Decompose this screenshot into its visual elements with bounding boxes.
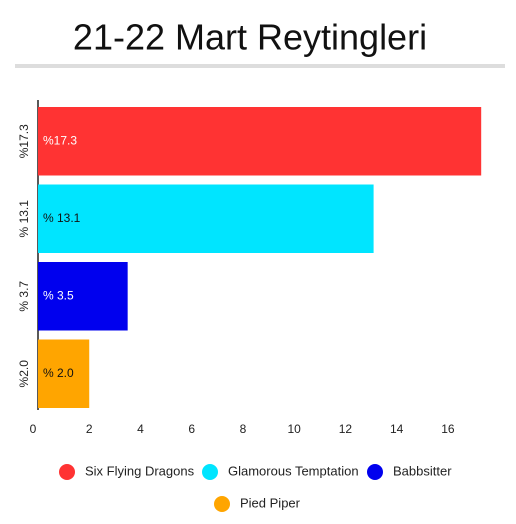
x-tick-label: 14: [390, 422, 404, 436]
bar-value-label: %17.3: [43, 133, 77, 147]
x-tick-label: 4: [137, 422, 144, 436]
x-tick-label: 2: [86, 422, 93, 436]
y-category-label: %2.0: [17, 360, 31, 388]
legend-swatch: [202, 464, 218, 480]
x-tick-label: 16: [441, 422, 455, 436]
bar: [38, 339, 90, 408]
bar-value-label: % 2.0: [43, 366, 74, 380]
legend-label: Six Flying Dragons: [85, 463, 195, 478]
legend-label: Glamorous Temptation: [228, 463, 359, 478]
x-tick-label: 10: [288, 422, 302, 436]
x-tick-label: 6: [188, 422, 195, 436]
bar: [38, 184, 374, 253]
bar: [38, 107, 482, 176]
chart-title: 21-22 Mart Reytingleri: [73, 17, 427, 58]
y-category-label: %17.3: [17, 124, 31, 158]
legend-label: Babbsitter: [393, 463, 452, 478]
legend-swatch: [59, 464, 75, 480]
y-category-label: % 13.1: [17, 200, 31, 238]
bar-value-label: % 3.5: [43, 288, 74, 302]
title-divider: [15, 64, 505, 68]
legend-label: Pied Piper: [240, 495, 301, 510]
y-category-label: % 3.7: [17, 281, 31, 312]
x-tick-label: 12: [339, 422, 353, 436]
legend-swatch: [367, 464, 383, 480]
bar-value-label: % 13.1: [43, 211, 81, 225]
x-tick-label: 8: [240, 422, 247, 436]
bar: [38, 262, 128, 331]
legend-swatch: [214, 496, 230, 512]
x-tick-label: 0: [30, 422, 37, 436]
